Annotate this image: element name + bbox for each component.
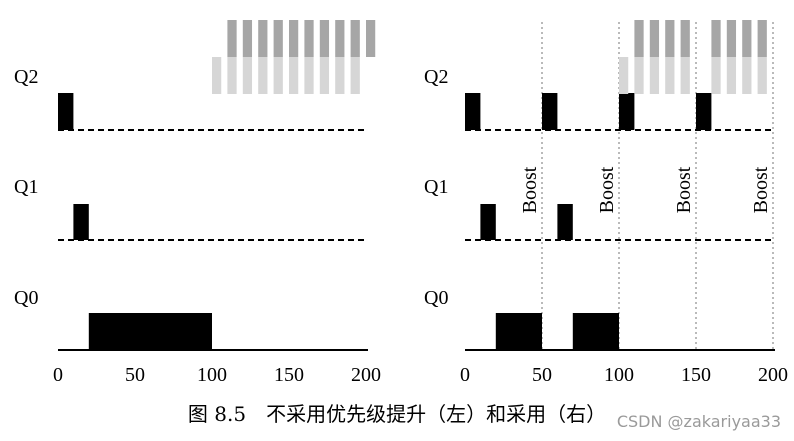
boost-label: Boost (673, 166, 695, 213)
waiting-bar-dark-0 (634, 20, 644, 57)
waiting-bar-dark-0 (304, 20, 314, 57)
left-q2-label: Q2 (14, 66, 38, 88)
waiting-bar-dark-0 (242, 20, 253, 57)
left-tick-labels: 0 50 100 150 200 (53, 364, 381, 386)
waiting-bar-light-0 (242, 57, 253, 94)
right-tick-0: 0 (460, 364, 470, 386)
right-panel: Q2 Q1 Q0 Boost Boost Boost Boost 0 50 100 1… (424, 20, 788, 386)
waiting-bar-light-0 (289, 57, 299, 94)
waiting-bar-light-0 (634, 57, 644, 94)
waiting-bar-dark-0 (227, 20, 237, 57)
waiting-bar-light-1 (757, 57, 767, 94)
right-tick-150: 150 (681, 364, 711, 386)
waiting-bar-light-0 (649, 57, 660, 94)
waiting-bar-light-0 (273, 57, 283, 94)
q0-job-1 (572, 313, 619, 350)
waiting-bar-light-0 (619, 57, 629, 94)
waiting-bar-light-0 (350, 57, 360, 94)
left-tick-100: 100 (197, 364, 227, 386)
waiting-bar-dark-0 (319, 20, 330, 57)
q2-job-0 (58, 93, 74, 130)
figure-caption: 图 8.5 不采用优先级提升（左）和采用（右） (188, 402, 606, 426)
q1-job-0 (480, 204, 496, 240)
q2-job-2 (619, 93, 635, 130)
left-tick-150: 150 (274, 364, 304, 386)
right-boost-lines: Boost Boost Boost Boost (519, 22, 774, 350)
right-tick-200: 200 (758, 364, 788, 386)
q2-job-1 (542, 93, 558, 130)
waiting-bar-dark-0 (680, 20, 690, 57)
waiting-bar-light-0 (335, 57, 345, 94)
q2-job-0 (465, 93, 481, 130)
waiting-bar-dark-0 (649, 20, 660, 57)
waiting-bar-dark-0 (273, 20, 283, 57)
waiting-bar-dark-0 (289, 20, 299, 57)
waiting-bar-dark-0 (258, 20, 268, 57)
waiting-bar-light-0 (680, 57, 690, 94)
waiting-bar-dark-0 (350, 20, 360, 57)
waiting-bar-dark-1 (711, 20, 721, 57)
boost-label: Boost (519, 166, 541, 213)
waiting-bar-dark-1 (757, 20, 767, 57)
right-tick-50: 50 (532, 364, 552, 386)
boost-label: Boost (750, 166, 772, 213)
left-panel: Q2 Q1 Q0 0 50 100 150 200 (14, 20, 381, 386)
left-q1-label: Q1 (14, 176, 38, 198)
waiting-bar-dark-1 (726, 20, 737, 57)
left-job-marks (58, 20, 376, 350)
right-tick-labels: 0 50 100 150 200 (460, 364, 788, 386)
left-q0-label: Q0 (14, 287, 38, 309)
waiting-bar-dark-0 (366, 20, 376, 57)
left-tick-50: 50 (125, 364, 145, 386)
q0-job-0 (88, 313, 212, 350)
waiting-bar-dark-1 (742, 20, 752, 57)
waiting-bar-light-0 (258, 57, 268, 94)
q2-job-3 (696, 93, 712, 130)
right-q2-label: Q2 (424, 66, 448, 88)
waiting-bar-light-0 (304, 57, 314, 94)
waiting-bar-light-0 (665, 57, 675, 94)
q0-job-0 (495, 313, 542, 350)
right-q0-label: Q0 (424, 287, 448, 309)
waiting-bar-light-0 (227, 57, 237, 94)
waiting-bar-light-1 (726, 57, 737, 94)
left-tick-0: 0 (53, 364, 63, 386)
left-tick-200: 200 (351, 364, 381, 386)
waiting-bar-light-1 (742, 57, 752, 94)
q1-job-0 (73, 204, 89, 240)
waiting-bar-light-0 (319, 57, 330, 94)
watermark: CSDN @zakariyaa33 (617, 412, 781, 431)
waiting-bar-dark-0 (665, 20, 675, 57)
right-tick-100: 100 (604, 364, 634, 386)
right-q1-label: Q1 (424, 176, 448, 198)
q1-job-1 (557, 204, 573, 240)
waiting-bar-dark-0 (335, 20, 345, 57)
boost-label: Boost (596, 166, 618, 213)
waiting-bar-light-0 (212, 57, 222, 94)
right-job-marks (465, 20, 767, 350)
waiting-bar-light-1 (711, 57, 721, 94)
